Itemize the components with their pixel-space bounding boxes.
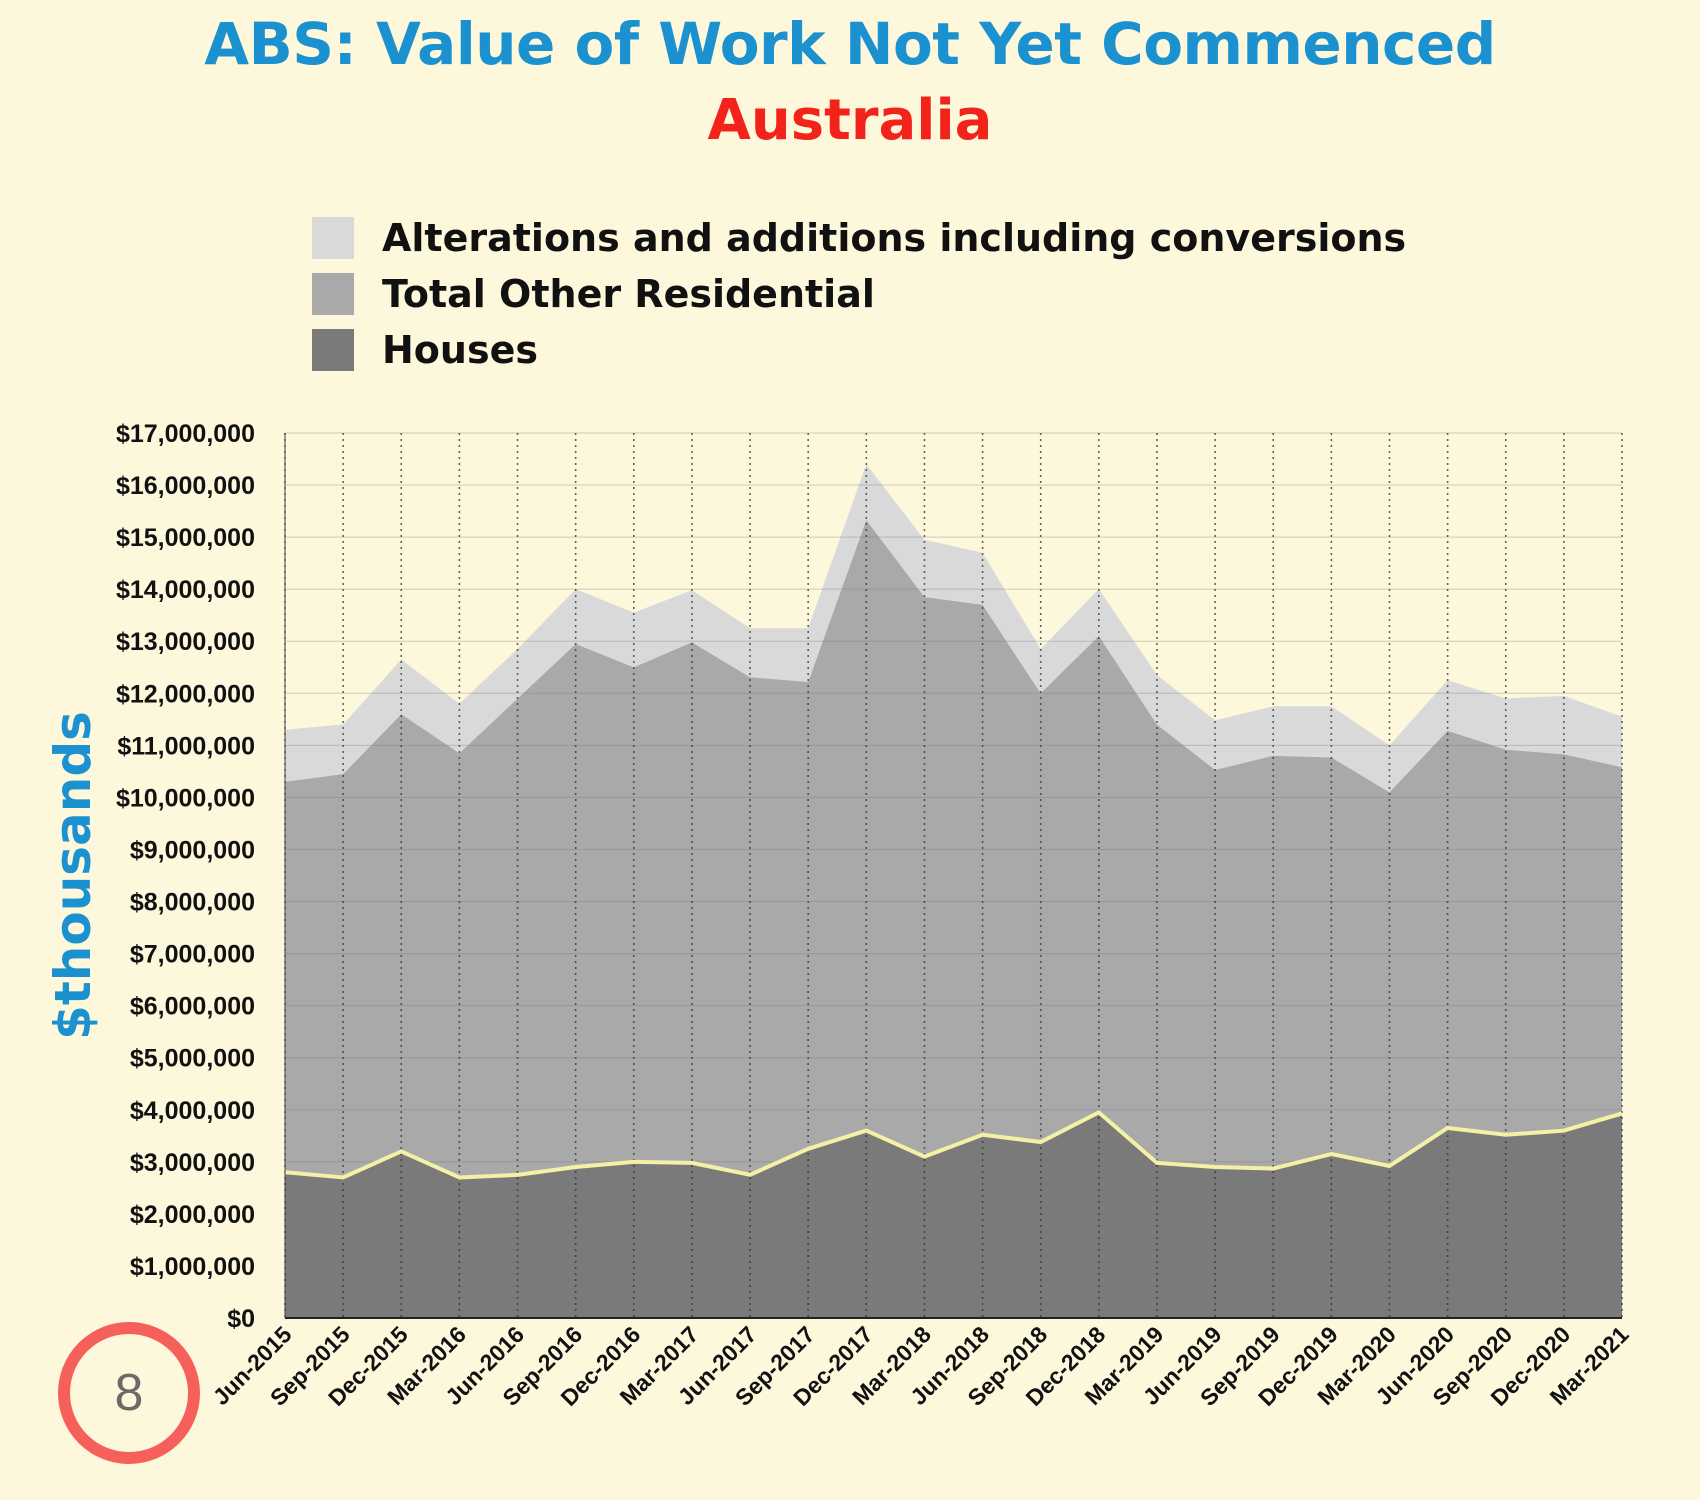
y-tick-label: $10,000,000: [116, 784, 255, 812]
y-tick-label: $6,000,000: [130, 993, 255, 1021]
y-tick-label: $7,000,000: [130, 941, 255, 969]
y-tick-label: $16,000,000: [116, 472, 255, 500]
y-tick-label: $5,000,000: [130, 1045, 255, 1073]
y-tick-label: $0: [227, 1305, 255, 1333]
alterations-area: [285, 464, 1622, 793]
legend: Alterations and additions including conv…: [312, 210, 1406, 378]
y-tick-label: $11,000,000: [117, 732, 255, 760]
y-tick-label: $15,000,000: [116, 524, 255, 552]
y-axis-title: $thousands: [44, 711, 102, 1040]
y-tick-label: $9,000,000: [130, 836, 255, 864]
legend-label-alterations: Alterations and additions including conv…: [382, 216, 1407, 260]
houses-series-line: [284, 1110, 1623, 1180]
legend-label-other-residential: Total Other Residential: [382, 272, 875, 316]
other-residential-area: [285, 519, 1622, 1178]
y-tick-label: $1,000,000: [130, 1253, 255, 1281]
legend-swatch-other-residential: [312, 273, 354, 315]
legend-swatch-alterations: [312, 217, 354, 259]
chart-title: ABS: Value of Work Not Yet Commenced: [204, 10, 1496, 78]
chart-subtitle: Australia: [707, 88, 993, 153]
y-tick-label: $4,000,000: [130, 1097, 255, 1125]
y-tick-label: $3,000,000: [130, 1149, 255, 1177]
y-tick-label: $13,000,000: [116, 628, 255, 656]
y-tick-label: $12,000,000: [116, 680, 255, 708]
legend-swatch-houses: [312, 329, 354, 371]
legend-item-houses: Houses: [312, 322, 1406, 378]
page-number-badge: 8: [58, 1322, 200, 1464]
legend-item-other-residential: Total Other Residential: [312, 266, 1406, 322]
y-tick-label: $14,000,000: [116, 576, 255, 604]
legend-label-houses: Houses: [382, 328, 538, 372]
y-tick-label: $8,000,000: [130, 889, 255, 917]
legend-item-alterations: Alterations and additions including conv…: [312, 210, 1406, 266]
y-tick-label: $17,000,000: [116, 420, 255, 448]
y-tick-label: $2,000,000: [130, 1201, 255, 1229]
page-number: 8: [114, 1364, 144, 1422]
